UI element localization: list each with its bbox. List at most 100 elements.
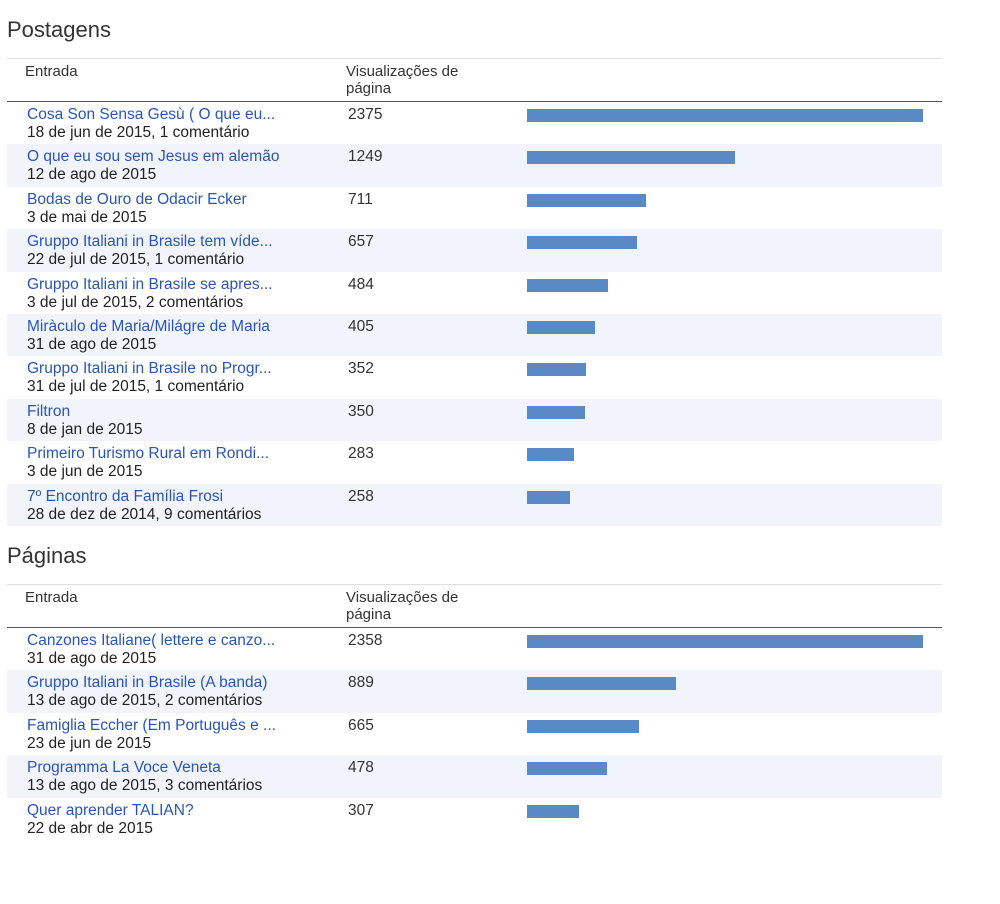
entry-meta: 23 de jun de 2015 (27, 734, 152, 752)
entry-meta: 3 de mai de 2015 (27, 208, 147, 226)
pageview-bar (527, 363, 586, 377)
column-header-entry: Entrada (25, 63, 78, 80)
entry-meta: 31 de ago de 2015 (27, 650, 157, 667)
pageview-bar-track (527, 762, 923, 776)
pageview-bar (527, 762, 608, 776)
pageview-count: 405 (348, 317, 374, 335)
column-header-views: Visualizações de página (346, 63, 459, 97)
entry-title-link[interactable]: Gruppo Italiani in Brasile se apres... (27, 275, 273, 293)
pageview-bar-track (527, 804, 923, 818)
section-paginas: Páginas Entrada Visualizações de página … (7, 541, 942, 840)
table-row: Bodas de Ouro de Odacir Ecker 3 de mai de… (7, 187, 942, 229)
table-header: Entrada Visualizações de página (7, 584, 942, 628)
pageview-count: 889 (348, 674, 374, 692)
table-row: Gruppo Italiani in Brasile se apres... 3 … (7, 272, 942, 314)
pageview-bar (527, 320, 595, 334)
entry-title-link[interactable]: Programma La Voce Veneta (27, 759, 221, 777)
pageview-bar-track (527, 363, 923, 377)
pageview-count: 350 (348, 402, 374, 420)
entry-title-link[interactable]: Cosa Son Sensa Gesù ( O que eu... (27, 106, 276, 123)
pageview-count: 484 (348, 275, 374, 293)
table-row: Programma La Voce Veneta 13 de ago de 201… (7, 755, 942, 798)
pageview-bar (527, 193, 646, 207)
pageview-bar (527, 405, 586, 419)
entry-title-link[interactable]: Gruppo Italiani in Brasile (A banda) (27, 674, 268, 692)
table-row: 7º Encontro da Família Frosi 28 de dez de… (7, 483, 942, 526)
entry-meta: 28 de dez de 2014, 9 comentários (27, 505, 262, 523)
pageview-bar (527, 490, 570, 504)
table-row: Quer aprender TALIAN? 22 de abr de 2015 30… (7, 798, 942, 840)
entry-meta: 13 de ago de 2015, 3 comentários (27, 777, 263, 795)
table-row: Miràculo de Maria/Milágre de Maria 31 de … (7, 313, 942, 357)
pageview-count: 283 (348, 445, 374, 463)
column-header-views: Visualizações de página (346, 589, 459, 623)
entry-title-link[interactable]: Primeiro Turismo Rural em Rondi... (27, 445, 270, 463)
pageview-bar-track (527, 320, 923, 334)
entry-meta: 12 de ago de 2015 (27, 166, 157, 184)
entry-title-link[interactable]: Bodas de Ouro de Odacir Ecker (27, 190, 247, 208)
table-row: Gruppo Italiani in Brasile tem víde... 22… (7, 229, 942, 272)
pageview-bar (527, 804, 579, 818)
entry-title-link[interactable]: Canzones Italiane( lettere e canzo... (27, 632, 276, 649)
pageview-bar (527, 109, 923, 122)
pageview-count: 1249 (348, 148, 383, 166)
entry-title-link[interactable]: Gruppo Italiani in Brasile no Progr... (27, 360, 272, 378)
pageview-bar (527, 635, 923, 648)
pageview-bar-track (527, 151, 923, 165)
entry-meta: 22 de jul de 2015, 1 comentário (27, 251, 245, 269)
entry-meta: 31 de jul de 2015, 1 comentário (27, 378, 245, 396)
section-title: Postagens (7, 17, 111, 42)
table-body: Cosa Son Sensa Gesù ( O que eu... 18 de j… (7, 102, 942, 526)
pageview-bar (527, 236, 637, 250)
pageview-bar (527, 677, 677, 691)
pageview-bar-track (527, 719, 923, 733)
pageview-count: 657 (348, 233, 374, 251)
pageview-count: 258 (348, 487, 374, 505)
entry-title-link[interactable]: Quer aprender TALIAN? (27, 801, 194, 819)
pageview-count: 665 (348, 716, 374, 734)
entry-meta: 13 de ago de 2015, 2 comentários (27, 692, 263, 710)
entry-meta: 3 de jul de 2015, 2 comentários (27, 293, 244, 311)
table-row: Gruppo Italiani in Brasile (A banda) 13 d… (7, 670, 942, 713)
pageview-bar (527, 151, 736, 165)
table-row: Primeiro Turismo Rural em Rondi... 3 de j… (7, 441, 942, 483)
entry-meta: 3 de jun de 2015 (27, 463, 143, 481)
entry-meta: 22 de abr de 2015 (27, 819, 153, 837)
entry-meta: 18 de jun de 2015, 1 comentário (27, 124, 250, 141)
column-header-entry: Entrada (25, 589, 78, 606)
pageview-bar-track (527, 193, 923, 207)
table-body: Canzones Italiane( lettere e canzo... 31 … (7, 628, 942, 840)
entry-title-link[interactable]: Filtron (27, 402, 71, 420)
entry-title-link[interactable]: Gruppo Italiani in Brasile tem víde... (27, 233, 273, 251)
table-row: Famiglia Eccher (Em Português e ... 23 de… (7, 713, 942, 755)
table-row: Cosa Son Sensa Gesù ( O que eu... 18 de j… (7, 102, 942, 144)
pageview-bar-track (527, 278, 923, 292)
entry-meta: 31 de ago de 2015 (27, 335, 157, 353)
pageview-bar-track (527, 405, 923, 419)
entry-title-link[interactable]: 7º Encontro da Família Frosi (27, 487, 224, 505)
entry-title-link[interactable]: O que eu sou sem Jesus em alemão (27, 148, 280, 166)
pageview-bar (527, 719, 639, 733)
pageview-count: 2358 (348, 632, 383, 649)
pageview-bar-track (527, 109, 923, 122)
table-row: Gruppo Italiani in Brasile no Progr... 31… (7, 356, 942, 398)
table-row: O que eu sou sem Jesus em alemão 12 de ag… (7, 144, 942, 187)
table-header: Entrada Visualizações de página (7, 58, 942, 102)
entry-title-link[interactable]: Famiglia Eccher (Em Português e ... (27, 716, 276, 734)
pageview-bar (527, 278, 608, 292)
pageview-count: 352 (348, 360, 374, 378)
pageview-count: 2375 (348, 106, 383, 123)
entry-title-link[interactable]: Miràculo de Maria/Milágre de Maria (27, 317, 270, 335)
pageview-count: 478 (348, 759, 374, 777)
entry-meta: 8 de jan de 2015 (27, 420, 143, 438)
section-postagens: Postagens Entrada Visualizações de págin… (7, 15, 942, 526)
pageview-bar-track (527, 490, 923, 504)
pageview-bar-track (527, 677, 923, 691)
table-row: Canzones Italiane( lettere e canzo... 31 … (7, 628, 942, 670)
pageview-bar-track (527, 448, 923, 462)
pageview-count: 711 (348, 190, 373, 208)
table-row: Filtron 8 de jan de 2015 350 (7, 398, 942, 442)
pageview-bar (527, 448, 575, 462)
pageview-count: 307 (348, 801, 374, 819)
section-title: Páginas (7, 543, 87, 568)
